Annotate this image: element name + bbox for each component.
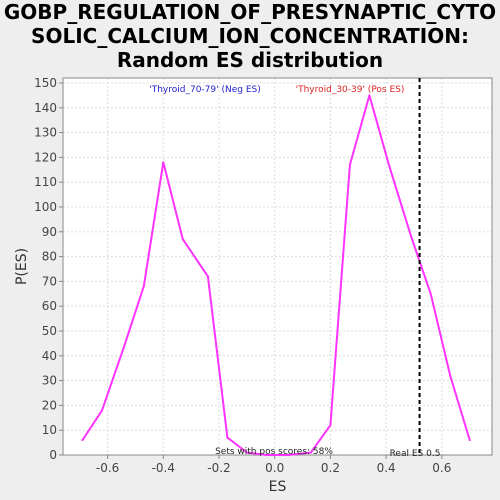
distribution-line xyxy=(81,94,471,456)
data-point xyxy=(410,235,413,238)
y-tick-label: 120 xyxy=(34,150,57,164)
y-tick-label: 110 xyxy=(34,175,57,189)
x-tick-label: 0.6 xyxy=(432,461,451,475)
data-point xyxy=(123,344,126,347)
title-line-3: Random ES distribution xyxy=(116,48,384,72)
x-axis-label: ES xyxy=(269,479,287,495)
data-point xyxy=(81,439,84,442)
annotations: 'Thyroid_70-79' (Neg ES) 'Thyroid_30-39' … xyxy=(149,78,440,459)
data-point xyxy=(329,424,332,427)
y-tick-label: 60 xyxy=(42,299,57,313)
data-point xyxy=(181,238,184,241)
y-tick-label: 30 xyxy=(42,374,57,388)
data-point xyxy=(309,451,312,454)
data-point xyxy=(101,409,103,412)
data-point xyxy=(429,292,432,295)
x-tick-label: -0.2 xyxy=(207,461,230,475)
data-point xyxy=(226,436,229,439)
y-tick-label: 40 xyxy=(42,349,57,363)
data-point xyxy=(387,163,390,166)
title-line-2: SOLIC_CALCIUM_ION_CONCENTRATION: xyxy=(31,24,469,48)
plot-area xyxy=(63,78,492,455)
real-es-label: Real ES 0.5 xyxy=(390,449,441,459)
data-point xyxy=(245,451,248,454)
data-point xyxy=(265,454,268,456)
data-point xyxy=(206,275,209,278)
x-tick-label: 0.4 xyxy=(377,461,396,475)
x-tick-label: -0.6 xyxy=(96,461,119,475)
data-point xyxy=(287,454,290,456)
data-point xyxy=(449,374,452,377)
axes: 0 10 20 30 40 50 60 70 80 90 100 110 120 130 140 150 -0.… xyxy=(14,76,493,495)
y-tick-label: 0 xyxy=(49,448,57,462)
y-axis-label: P(ES) xyxy=(14,248,30,285)
data-point xyxy=(142,285,145,288)
y-tick-label: 90 xyxy=(42,225,57,239)
data-point xyxy=(468,439,471,442)
y-tick-label: 130 xyxy=(34,126,57,140)
y-tick-label: 10 xyxy=(42,423,57,437)
y-tick-label: 70 xyxy=(42,274,57,288)
pos-es-label: 'Thyroid_30-39' (Pos ES) xyxy=(296,85,405,95)
data-point xyxy=(368,94,371,97)
y-tick-label: 100 xyxy=(34,200,57,214)
x-tick-label: 0.2 xyxy=(321,461,340,475)
series-layer xyxy=(81,94,471,456)
data-point xyxy=(348,163,351,166)
y-tick-label: 140 xyxy=(34,101,57,115)
title-line-1: GOBP_REGULATION_OF_PRESYNAPTIC_CYTO xyxy=(3,0,497,24)
x-tick-label: -0.4 xyxy=(152,461,175,475)
pos-scores-label: Sets with pos scores: 58% xyxy=(215,447,333,457)
y-tick-label: 80 xyxy=(42,250,57,264)
x-tick-label: 0.0 xyxy=(265,461,284,475)
y-tick-label: 50 xyxy=(42,324,57,338)
y-tick-label: 20 xyxy=(42,398,57,412)
y-tick-label: 150 xyxy=(34,76,57,90)
neg-es-label: 'Thyroid_70-79' (Neg ES) xyxy=(149,85,260,95)
data-point xyxy=(162,161,165,164)
chart-title: GOBP_REGULATION_OF_PRESYNAPTIC_CYTO SOLI… xyxy=(0,0,500,72)
